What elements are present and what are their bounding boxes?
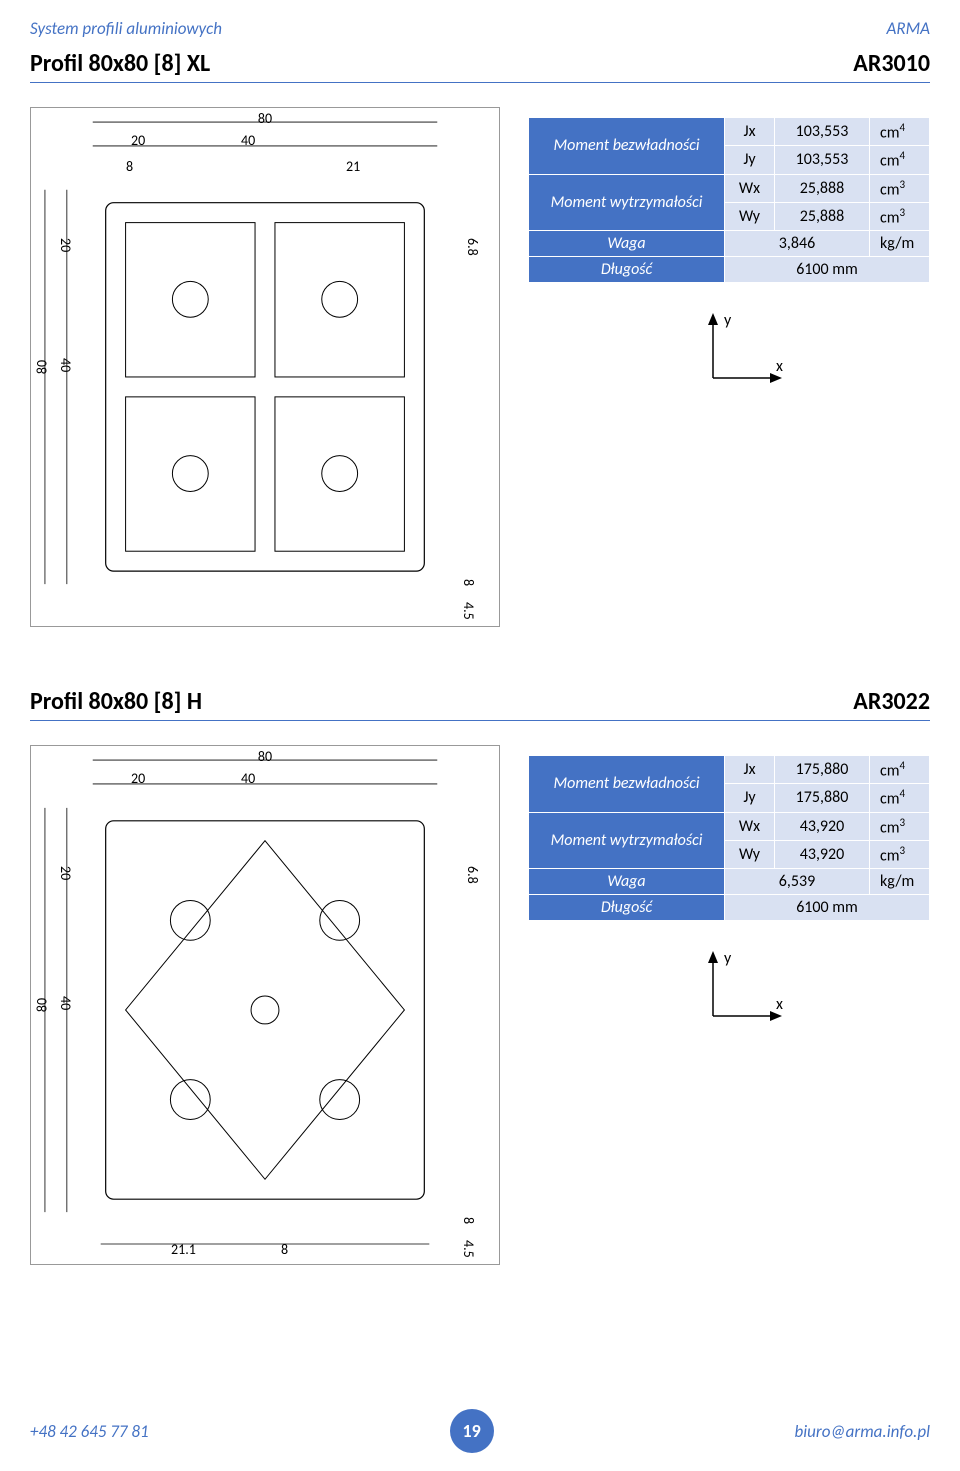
table-row: Moment bezwładności Jx 175,880 cm4 (529, 756, 930, 784)
sym-cell: Wx (725, 174, 775, 202)
dim-sub-a: 8 (126, 158, 133, 175)
val-cell: 6,539 (725, 869, 870, 895)
dim-right-a: 8 (460, 579, 477, 586)
dim-bot-b: 8 (281, 1241, 288, 1258)
label-cell: Długość (529, 257, 725, 283)
table-row: Moment wytrzymałości Wx 25,888 cm3 (529, 174, 930, 202)
dim-right-a: 8 (460, 1217, 477, 1224)
profile-outline-1 (31, 108, 499, 626)
table-row: Moment bezwładności Jx 103,553 cm4 (529, 118, 930, 146)
table-row: Długość 6100 mm (529, 895, 930, 921)
axis-diagram-2: y x (688, 951, 788, 1031)
section-1-code: AR3010 (853, 49, 930, 78)
dim-left-total: 80 (34, 360, 51, 374)
val-cell: 25,888 (775, 174, 870, 202)
val-cell: 25,888 (775, 202, 870, 230)
label-cell: Długość (529, 895, 725, 921)
dim-top-a: 20 (131, 770, 145, 787)
dim-left-b: 40 (57, 996, 74, 1010)
section-2-table: Moment bezwładności Jx 175,880 cm4 Jy 17… (528, 755, 930, 921)
unit-cell: cm3 (870, 202, 930, 230)
val-cell: 175,880 (775, 784, 870, 812)
section-1: Profil 80x80 [8] XL AR3010 80 20 40 8 21… (30, 49, 930, 627)
val-cell: 103,553 (775, 118, 870, 146)
table-row: Moment wytrzymałości Wx 43,920 cm3 (529, 812, 930, 840)
axis-diagram-1: y x (688, 313, 788, 393)
table-row: Długość 6100 mm (529, 257, 930, 283)
table-row: Waga 6,539 kg/m (529, 869, 930, 895)
label-cell: Moment wytrzymałości (529, 174, 725, 231)
dim-left-a: 20 (57, 866, 74, 880)
table-row: Waga 3,846 kg/m (529, 231, 930, 257)
val-cell: 43,920 (775, 812, 870, 840)
section-2: Profil 80x80 [8] H AR3022 80 20 40 6.8 8… (30, 687, 930, 1265)
val-cell: 3,846 (725, 231, 870, 257)
unit-cell: cm3 (870, 812, 930, 840)
val-cell: 43,920 (775, 840, 870, 868)
footer-email: biuro@arma.info.pl (795, 1421, 930, 1442)
section-2-title: Profil 80x80 [8] H (30, 687, 202, 716)
sym-cell: Wx (725, 812, 775, 840)
val-cell: 103,553 (775, 146, 870, 174)
dim-top-a: 20 (131, 132, 145, 149)
sym-cell: Wy (725, 840, 775, 868)
unit-cell: cm4 (870, 756, 930, 784)
section-1-table: Moment bezwładności Jx 103,553 cm4 Jy 10… (528, 117, 930, 283)
page-header: System profili aluminiowych ARMA (30, 18, 930, 39)
dim-top-b: 40 (241, 770, 255, 787)
dim-sub-r: 6.8 (464, 238, 481, 256)
dim-right-b: 4.5 (460, 1240, 477, 1258)
axis-x-label: x (776, 357, 783, 376)
sym-cell: Jy (725, 146, 775, 174)
dim-left-total: 80 (34, 998, 51, 1012)
section-1-drawing: 80 20 40 8 21 6.8 80 20 40 8 4.5 (30, 107, 500, 627)
val-cell: 6100 mm (725, 257, 930, 283)
val-cell: 175,880 (775, 756, 870, 784)
profile-outline-2 (31, 746, 499, 1264)
unit-cell: cm4 (870, 118, 930, 146)
section-2-title-row: Profil 80x80 [8] H AR3022 (30, 687, 930, 721)
unit-cell: cm3 (870, 174, 930, 202)
sym-cell: Jy (725, 784, 775, 812)
label-cell: Moment bezwładności (529, 756, 725, 813)
unit-cell: cm4 (870, 784, 930, 812)
sym-cell: Wy (725, 202, 775, 230)
dim-left-b: 40 (57, 358, 74, 372)
footer-phone: +48 42 645 77 81 (30, 1421, 149, 1442)
unit-cell: cm4 (870, 146, 930, 174)
page-footer: +48 42 645 77 81 19 biuro@arma.info.pl (30, 1409, 930, 1453)
section-2-code: AR3022 (853, 687, 930, 716)
unit-cell: kg/m (870, 869, 930, 895)
section-2-drawing: 80 20 40 6.8 80 20 40 21.1 8 8 4.5 (30, 745, 500, 1265)
dim-sub-b: 21 (346, 158, 360, 175)
section-1-title: Profil 80x80 [8] XL (30, 49, 210, 78)
axis-y-label: y (724, 311, 731, 330)
page-number-badge: 19 (450, 1409, 494, 1453)
label-cell: Waga (529, 231, 725, 257)
axis-x-label: x (776, 995, 783, 1014)
dim-top-total: 80 (258, 110, 272, 127)
unit-cell: cm3 (870, 840, 930, 868)
dim-top-total: 80 (258, 748, 272, 765)
sym-cell: Jx (725, 756, 775, 784)
label-cell: Waga (529, 869, 725, 895)
val-cell: 6100 mm (725, 895, 930, 921)
axis-y-label: y (724, 949, 731, 968)
dim-bot-a: 21.1 (171, 1241, 196, 1258)
dim-top-b: 40 (241, 132, 255, 149)
section-1-title-row: Profil 80x80 [8] XL AR3010 (30, 49, 930, 83)
dim-left-a: 20 (57, 238, 74, 252)
dim-right-b: 4.5 (460, 602, 477, 620)
label-cell: Moment wytrzymałości (529, 812, 725, 869)
unit-cell: kg/m (870, 231, 930, 257)
sym-cell: Jx (725, 118, 775, 146)
header-right: ARMA (887, 18, 930, 39)
dim-sub-r: 6.8 (464, 866, 481, 884)
label-cell: Moment bezwładności (529, 118, 725, 175)
header-left: System profili aluminiowych (30, 18, 222, 39)
